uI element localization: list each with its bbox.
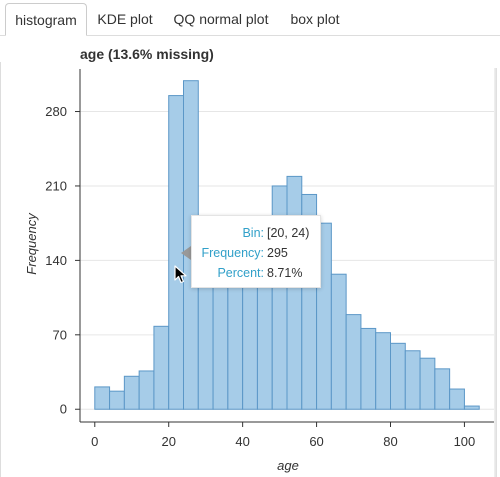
x-tick-label: 40 <box>235 434 249 449</box>
histogram-bar[interactable] <box>94 386 111 410</box>
histogram-bar[interactable] <box>463 405 480 410</box>
y-tick-label: 0 <box>60 402 67 417</box>
tab-qq-normal-plot[interactable]: QQ normal plot <box>173 11 269 27</box>
histogram-bar[interactable] <box>286 175 303 410</box>
tab-box-plot[interactable]: box plot <box>290 11 340 27</box>
x-tick-label: 20 <box>161 434 175 449</box>
x-tick-label: 0 <box>91 434 98 449</box>
y-tick-label: 140 <box>45 253 67 268</box>
tooltip-bin-key: Bin: <box>242 226 264 240</box>
tooltip-bin-value: [20, 24) <box>267 226 310 240</box>
plot-tabs: histogram KDE plot QQ normal plot box pl… <box>0 0 500 36</box>
histogram-bar[interactable] <box>109 390 125 410</box>
histogram-bar[interactable] <box>449 388 465 410</box>
tooltip-percent-value: 8.71% <box>267 266 303 280</box>
histogram-bar[interactable] <box>375 332 392 410</box>
axes: 0 70 140 210 280 0 20 40 60 80 100 <box>45 69 494 449</box>
histogram-bar[interactable] <box>138 370 155 410</box>
histogram-bar[interactable] <box>153 325 170 410</box>
histogram-bar[interactable] <box>345 314 362 410</box>
scrollbar-track[interactable] <box>494 68 497 477</box>
tab-kde-plot[interactable]: KDE plot <box>97 11 153 27</box>
histogram-bar[interactable] <box>330 273 347 410</box>
y-tick-label: 280 <box>45 104 67 119</box>
tooltip-frequency-key: Frequency: <box>201 246 264 260</box>
histogram-bar[interactable] <box>434 368 451 410</box>
histogram-bar[interactable] <box>390 342 406 410</box>
x-tick-label: 60 <box>309 434 323 449</box>
axis-labels: age Frequency <box>24 212 299 473</box>
x-tick-label: 80 <box>383 434 397 449</box>
panel-left-border <box>0 62 1 477</box>
histogram-bar[interactable] <box>404 350 421 410</box>
tooltip-frequency-value: 295 <box>267 246 288 260</box>
y-tick-label: 70 <box>53 327 67 342</box>
y-axis-label: Frequency <box>24 212 39 275</box>
chart-title: age (13.6% missing) <box>80 46 214 62</box>
bar-tooltip: Bin: [20, 24) Frequency: 295 Percent: 8.… <box>191 215 321 288</box>
tooltip-pointer <box>181 246 191 260</box>
histogram-bar[interactable] <box>360 327 377 410</box>
histogram-bar[interactable] <box>419 357 436 410</box>
tooltip-percent-key: Percent: <box>217 266 264 280</box>
y-tick-label: 210 <box>45 178 67 193</box>
mouse-pointer-icon <box>174 265 187 284</box>
histogram-bar[interactable] <box>123 375 140 410</box>
x-axis-label: age <box>277 458 299 473</box>
x-tick-label: 100 <box>454 434 476 449</box>
tab-histogram[interactable]: histogram <box>5 3 87 36</box>
